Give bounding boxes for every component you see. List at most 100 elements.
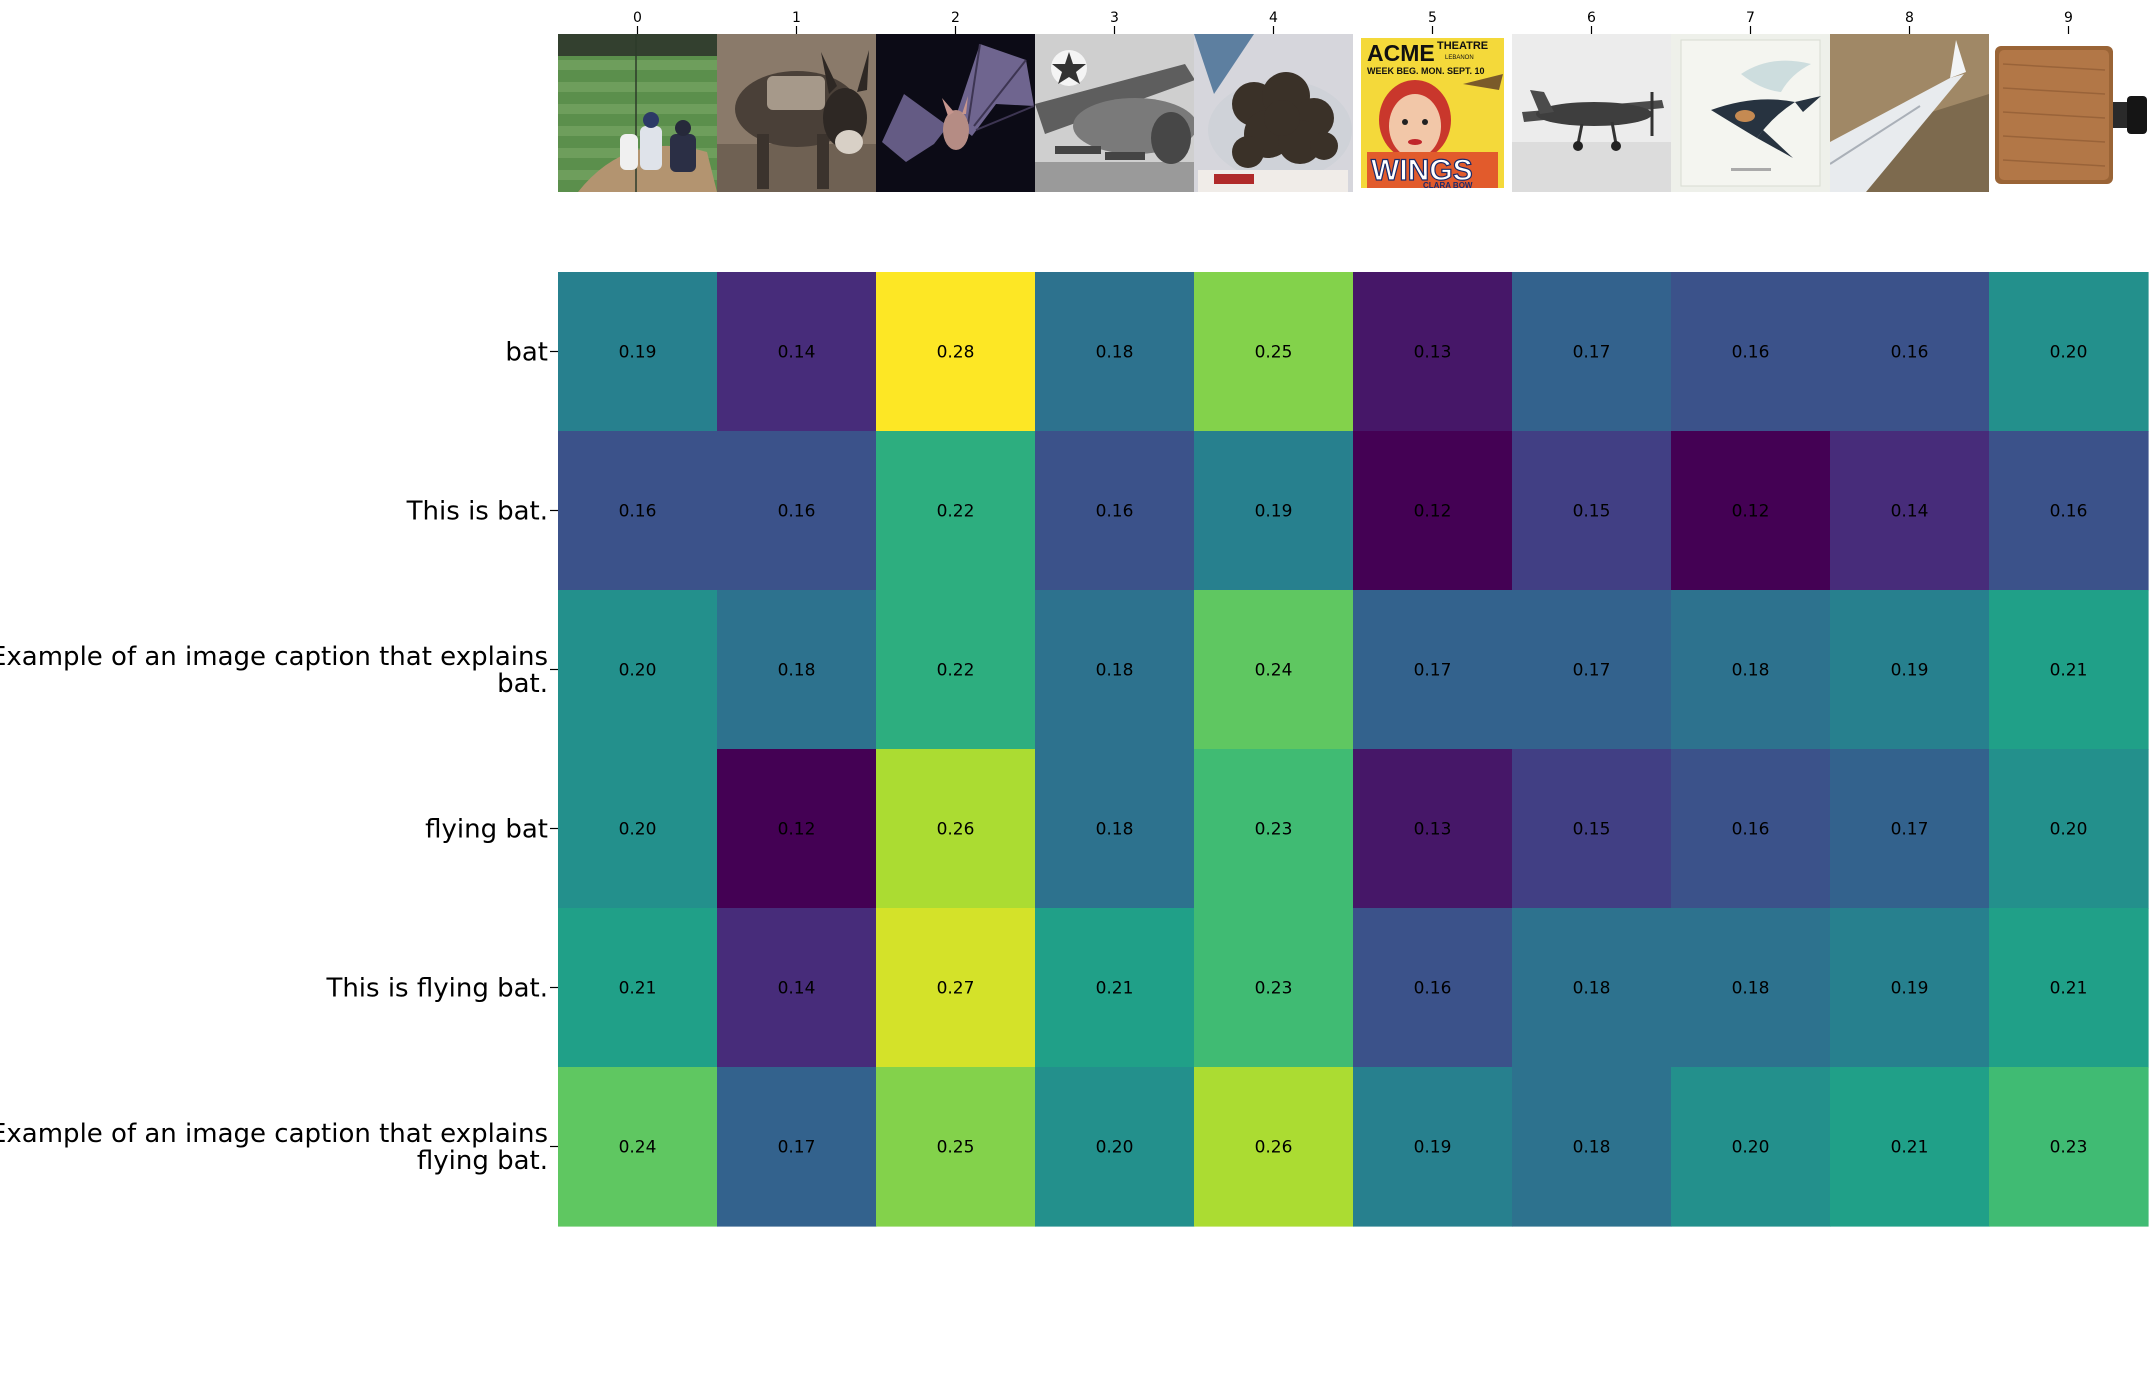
column-tick-label: 2 <box>951 10 960 26</box>
heatmap-cell <box>1989 431 2149 591</box>
cell-value-label: 0.19 <box>619 343 657 363</box>
column-tick-label: 1 <box>792 10 801 26</box>
column-tick-label: 6 <box>1587 10 1596 26</box>
heatmap-cell <box>1035 1067 1195 1227</box>
heatmap-cell <box>876 1067 1036 1227</box>
cell-value-label: 0.17 <box>1573 343 1611 363</box>
cell-value-label: 0.22 <box>937 661 975 681</box>
column-tick-label: 9 <box>2064 10 2073 26</box>
column-tick-label: 8 <box>1905 10 1914 26</box>
heatmap-cell <box>1194 908 1354 1068</box>
cell-value-label: 0.16 <box>2050 502 2088 522</box>
column-image-strip: ACME THEATRE LEBANON WEEK BEG. MON. SEPT. 1… <box>558 34 2148 192</box>
poster-town-text: LEBANON <box>1445 55 1474 61</box>
bats-pile-thumbnail <box>1194 34 1353 192</box>
poster-acme-text: ACME <box>1367 40 1435 66</box>
heatmap-cell <box>1035 908 1195 1068</box>
cell-value-label: 0.15 <box>1573 820 1611 840</box>
cell-value-label: 0.18 <box>1732 979 1770 999</box>
heatmap-cell <box>1671 1067 1831 1227</box>
military-aircraft-thumbnail <box>1035 34 1194 192</box>
cell-value-labels: 0.19 0.14 0.28 0.18 0.25 0.13 0.17 0.16 0.16 0.20… <box>619 343 2088 1158</box>
heatmap-cell <box>1194 272 1354 432</box>
swallow-illustration-thumbnail <box>1671 34 1830 192</box>
cell-value-label: 0.14 <box>778 343 816 363</box>
heatmap-cell <box>717 908 877 1068</box>
heatmap-cell <box>1512 1067 1672 1227</box>
heatmap-cell <box>1830 908 1990 1068</box>
heatmap-cell <box>717 272 877 432</box>
heatmap-cell <box>876 590 1036 750</box>
cell-value-label: 0.21 <box>619 979 657 999</box>
heatmap-cell <box>1512 749 1672 909</box>
cell-value-label: 0.14 <box>1891 502 1929 522</box>
cell-value-label: 0.21 <box>2050 661 2088 681</box>
baseball-game-thumbnail <box>558 34 717 192</box>
row-label: bat. <box>497 669 548 699</box>
heatmap-cell <box>876 272 1036 432</box>
row-label: bat <box>505 338 548 368</box>
heatmap-cell <box>717 590 877 750</box>
heatmap-cell <box>1035 272 1195 432</box>
cell-value-label: 0.23 <box>1255 820 1293 840</box>
poster-theatre-text: THEATRE <box>1437 40 1488 52</box>
cell-value-label: 0.18 <box>1096 820 1134 840</box>
cell-value-label: 0.24 <box>619 1138 657 1158</box>
heatmap-cell <box>876 431 1036 591</box>
cell-value-label: 0.26 <box>937 820 975 840</box>
heatmap-cell <box>717 1067 877 1227</box>
cell-value-label: 0.20 <box>2050 820 2088 840</box>
cell-value-label: 0.19 <box>1414 1138 1452 1158</box>
heatmap-cell <box>1671 590 1831 750</box>
heatmap-cell <box>1194 431 1354 591</box>
heatmap-cell <box>1353 272 1513 432</box>
cell-value-label: 0.25 <box>937 1138 975 1158</box>
cell-value-label: 0.22 <box>937 502 975 522</box>
cell-value-label: 0.19 <box>1891 979 1929 999</box>
row-label: flying bat. <box>417 1146 548 1176</box>
cell-value-label: 0.18 <box>1732 661 1770 681</box>
poster-title-text: WINGS <box>1371 154 1473 187</box>
cell-value-label: 0.12 <box>1414 502 1452 522</box>
cell-value-label: 0.20 <box>619 820 657 840</box>
heatmap-cell <box>1830 431 1990 591</box>
column-tick-label: 0 <box>633 10 642 26</box>
row-label: This is flying bat. <box>325 974 548 1004</box>
cell-value-label: 0.18 <box>1096 343 1134 363</box>
heatmap-cell <box>1512 272 1672 432</box>
cell-value-label: 0.18 <box>1096 661 1134 681</box>
heatmap-cell <box>558 272 718 432</box>
cell-value-label: 0.18 <box>1573 1138 1611 1158</box>
wings-movie-poster-thumbnail: ACME THEATRE LEBANON WEEK BEG. MON. SEPT. 1… <box>1353 34 1512 192</box>
cell-value-label: 0.18 <box>1573 979 1611 999</box>
cell-value-label: 0.17 <box>1573 661 1611 681</box>
cell-value-label: 0.17 <box>1414 661 1452 681</box>
heatmap-cell <box>1353 749 1513 909</box>
heatmap-cell <box>1830 749 1990 909</box>
cell-value-label: 0.20 <box>2050 343 2088 363</box>
cell-value-label: 0.15 <box>1573 502 1611 522</box>
heatmap-cells <box>558 272 2149 1227</box>
cell-value-label: 0.16 <box>778 502 816 522</box>
heatmap-cell <box>717 749 877 909</box>
cell-value-label: 0.14 <box>778 979 816 999</box>
row-label: Example of an image caption that explain… <box>0 642 548 672</box>
cell-value-label: 0.19 <box>1255 502 1293 522</box>
heatmap-cell <box>717 431 877 591</box>
column-tick-label: 7 <box>1746 10 1755 26</box>
column-tick-label: 4 <box>1269 10 1278 26</box>
heatmap-cell <box>1194 1067 1354 1227</box>
cell-value-label: 0.23 <box>1255 979 1293 999</box>
heatmap-cell <box>1671 749 1831 909</box>
heatmap-cell <box>1035 431 1195 591</box>
heatmap-cell <box>558 1067 718 1227</box>
column-tick-label: 3 <box>1110 10 1119 26</box>
heatmap-cell <box>1671 272 1831 432</box>
poster-date-text: WEEK BEG. MON. SEPT. 10 <box>1367 66 1485 76</box>
heatmap-cell <box>1035 749 1195 909</box>
heatmap-cell <box>1989 590 2149 750</box>
heatmap-cell <box>1830 590 1990 750</box>
cell-value-label: 0.12 <box>778 820 816 840</box>
cell-value-label: 0.19 <box>1891 661 1929 681</box>
cell-value-label: 0.21 <box>1891 1138 1929 1158</box>
